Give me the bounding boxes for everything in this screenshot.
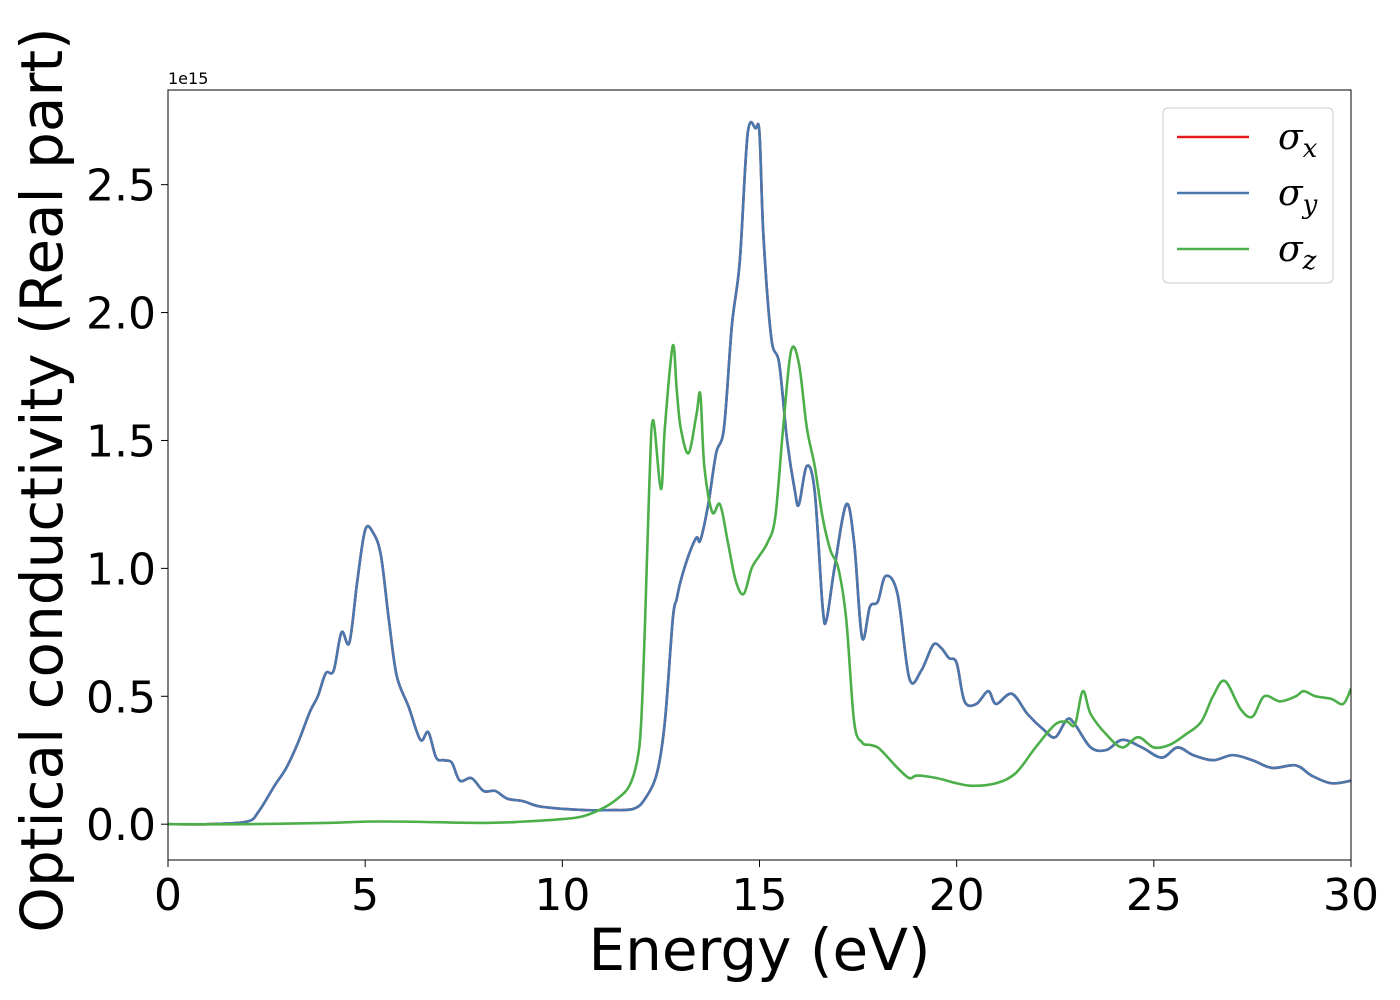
series-line-sigma-z (168, 343, 1351, 826)
y-axis: 0.0 0.5 1.0 1.5 2.0 2.5 (86, 161, 168, 851)
series-layer (168, 120, 1351, 826)
x-tick-label: 25 (1126, 870, 1182, 921)
x-tick-label: 15 (732, 870, 788, 921)
x-tick-label: 5 (351, 870, 379, 921)
y-axis-label: Optical conductivity (Real part) (8, 27, 76, 932)
x-axis-label: Energy (eV) (588, 916, 930, 984)
y-tick-label: 0.0 (86, 800, 156, 851)
y-tick-label: 2.5 (86, 161, 156, 212)
x-tick-label: 10 (534, 870, 590, 921)
x-tick-label: 0 (154, 870, 182, 921)
y-offset-label: 1e15 (168, 69, 208, 88)
y-tick-label: 1.0 (86, 544, 156, 595)
y-tick-label: 1.5 (86, 416, 156, 467)
y-tick-label: 2.0 (86, 289, 156, 340)
y-tick-label: 0.5 (86, 672, 156, 723)
x-axis: 0 5 10 15 20 25 30 (154, 860, 1379, 921)
x-tick-label: 20 (929, 870, 985, 921)
x-tick-label: 30 (1323, 870, 1379, 921)
series-line-sigma-y (168, 120, 1351, 826)
legend-box (1162, 107, 1334, 284)
